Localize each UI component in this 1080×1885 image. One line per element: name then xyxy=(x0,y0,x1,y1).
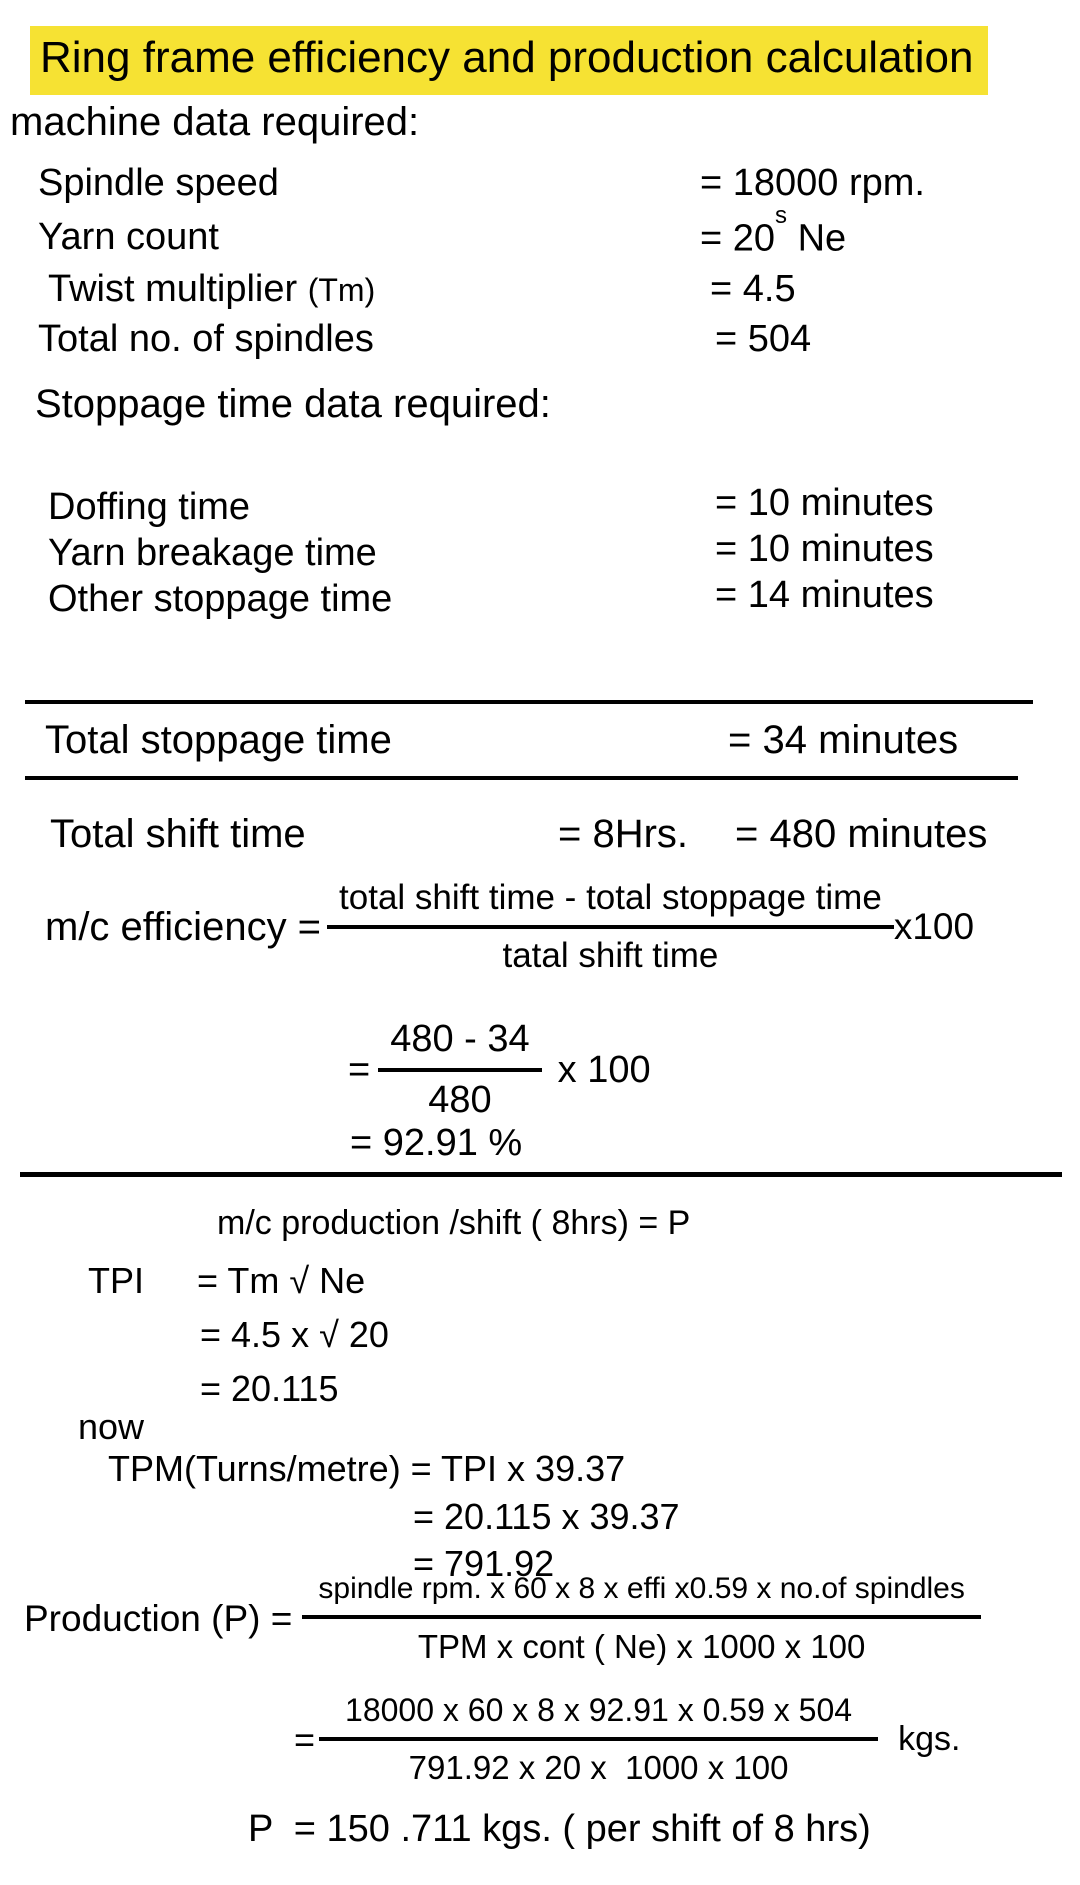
fraction-denominator: tatal shift time xyxy=(502,936,719,975)
machine-data-row: Spindle speed = 18000 rpm. xyxy=(0,162,1080,214)
row-label: Yarn count xyxy=(38,216,219,258)
total-stoppage-row: Total stoppage time = 34 minutes xyxy=(0,718,1080,770)
shift-minutes-value: = 480 minutes xyxy=(735,812,988,856)
row-value: = 20s Ne xyxy=(700,202,847,261)
tpm-line-1: TPM(Turns/metre) = TPI x 39.37 xyxy=(108,1448,626,1489)
tpm-line-3: = 791.92 xyxy=(413,1543,555,1584)
row-label: Twist multiplier (Tm) xyxy=(48,268,376,310)
efficiency-fraction: total shift time - total stoppage time t… xyxy=(327,878,894,976)
fraction-numerator: spindle rpm. x 60 x 8 x effi x0.59 x no.… xyxy=(302,1572,981,1619)
rule-line xyxy=(25,700,1033,704)
tpi-line-2: = 4.5 x √ 20 xyxy=(200,1314,389,1355)
fraction-numerator: 18000 x 60 x 8 x 92.91 x 0.59 x 504 xyxy=(319,1692,879,1741)
row-label: Total no. of spindles xyxy=(38,318,374,360)
stoppage-row: Doffing time = 10 minutes xyxy=(0,482,1080,532)
machine-data-row: Twist multiplier (Tm) = 4.5 xyxy=(0,268,1080,320)
row-label: Spindle speed xyxy=(38,162,279,204)
machine-data-heading: machine data required: xyxy=(10,100,420,144)
tpi-line-3: = 20.115 xyxy=(200,1368,339,1409)
shift-hours-value: = 8Hrs. xyxy=(558,812,689,856)
tpm-line-2: = 20.115 x 39.37 xyxy=(413,1496,680,1537)
efficiency-result: = 92.91 % xyxy=(350,1122,523,1164)
yarn-count-unit: Ne xyxy=(787,217,847,260)
section-divider-line xyxy=(20,1172,1062,1177)
production-formula: Production (P) = spindle rpm. x 60 x 8 x… xyxy=(24,1572,981,1666)
stoppage-data-heading: Stoppage time data required: xyxy=(35,382,551,426)
row-value: = 10 minutes xyxy=(715,528,934,570)
yarn-count-base: = 20 xyxy=(700,217,776,260)
row-label-note: (Tm) xyxy=(307,272,376,308)
total-shift-row: Total shift time = 8Hrs. = 480 minutes xyxy=(0,812,1080,864)
production-result: P = 150 .711 kgs. ( per shift of 8 hrs) xyxy=(248,1808,871,1850)
tpi-label: TPI xyxy=(88,1260,145,1301)
row-value: = 34 minutes xyxy=(728,718,959,762)
row-label: Total shift time xyxy=(50,812,306,856)
multiplier-x100: x 100 xyxy=(557,1048,651,1091)
row-value: = 4.5 xyxy=(710,268,796,310)
fraction-denominator: TPM x cont ( Ne) x 1000 x 100 xyxy=(417,1628,866,1665)
row-label: Doffing time xyxy=(48,486,251,528)
tpi-line-1: = Tm √ Ne xyxy=(197,1260,366,1301)
row-value: = 10 minutes xyxy=(715,482,934,524)
row-value: = 504 xyxy=(715,318,812,360)
fraction-denominator: 480 xyxy=(428,1079,492,1121)
efficiency-label: m/c efficiency = xyxy=(45,904,322,949)
production-substitution: = 18000 x 60 x 8 x 92.91 x 0.59 x 504 79… xyxy=(294,1692,960,1787)
equals-sign: = xyxy=(294,1718,316,1760)
machine-data-row: Total no. of spindles = 504 xyxy=(0,318,1080,370)
now-text: now xyxy=(78,1406,145,1447)
kgs-unit: kgs. xyxy=(898,1720,961,1758)
production-heading: m/c production /shift ( 8hrs) = P xyxy=(217,1204,691,1242)
row-label: Total stoppage time xyxy=(45,718,392,762)
row-label: Other stoppage time xyxy=(48,578,393,620)
efficiency-formula: m/c efficiency = total shift time - tota… xyxy=(45,878,974,976)
row-value: = 18000 rpm. xyxy=(700,162,925,204)
substitution-fraction: 18000 x 60 x 8 x 92.91 x 0.59 x 504 791.… xyxy=(319,1692,879,1787)
fraction-denominator: 791.92 x 20 x 1000 x 100 xyxy=(408,1749,789,1786)
rule-line xyxy=(25,776,1018,780)
yarn-count-superscript: s xyxy=(775,202,788,229)
efficiency-substitution: = 480 - 34 480 x 100 xyxy=(348,1018,651,1122)
row-value: = 14 minutes xyxy=(715,574,934,616)
equals-sign: = xyxy=(348,1048,371,1091)
row-label: Yarn breakage time xyxy=(48,532,377,574)
stoppage-row: Other stoppage time = 14 minutes xyxy=(0,574,1080,624)
fraction-numerator: total shift time - total stoppage time xyxy=(327,878,894,929)
page-title: Ring frame efficiency and production cal… xyxy=(30,26,988,95)
fraction-numerator: 480 - 34 xyxy=(378,1018,542,1072)
production-fraction: spindle rpm. x 60 x 8 x effi x0.59 x no.… xyxy=(302,1572,981,1666)
machine-data-row: Yarn count = 20s Ne xyxy=(0,202,1080,268)
multiplier-x100: x100 xyxy=(893,906,975,947)
efficiency-step2-fraction: 480 - 34 480 xyxy=(378,1018,542,1122)
production-label: Production (P) = xyxy=(24,1598,293,1639)
stoppage-row: Yarn breakage time = 10 minutes xyxy=(0,528,1080,578)
